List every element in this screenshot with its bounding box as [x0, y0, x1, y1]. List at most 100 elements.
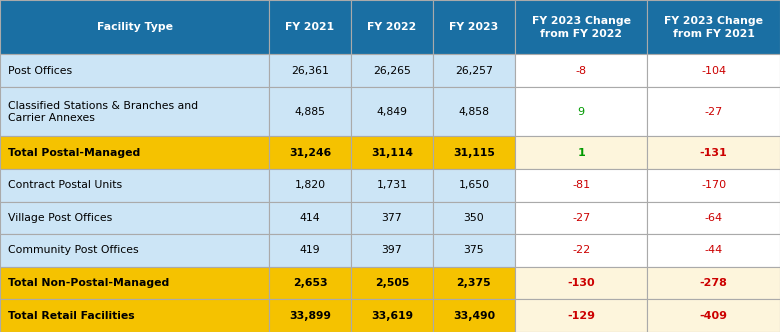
Bar — [433, 54, 515, 87]
Text: 377: 377 — [381, 213, 402, 223]
Bar — [269, 234, 351, 267]
Text: FY 2023: FY 2023 — [449, 22, 498, 32]
Bar — [433, 267, 515, 299]
Bar — [351, 234, 433, 267]
Bar — [433, 169, 515, 202]
Bar — [647, 0, 780, 54]
Text: 4,858: 4,858 — [459, 107, 489, 117]
Text: -104: -104 — [701, 66, 726, 76]
Bar — [515, 169, 647, 202]
Text: -129: -129 — [567, 311, 595, 321]
Text: -409: -409 — [700, 311, 728, 321]
Bar — [647, 136, 780, 169]
Text: 26,257: 26,257 — [455, 66, 493, 76]
Bar — [647, 299, 780, 332]
Text: -44: -44 — [704, 245, 723, 256]
Text: 375: 375 — [463, 245, 484, 256]
Bar — [269, 202, 351, 234]
Bar — [351, 267, 433, 299]
Bar — [515, 299, 647, 332]
Bar — [647, 87, 780, 136]
Bar — [351, 169, 433, 202]
Bar — [351, 299, 433, 332]
Bar — [647, 54, 780, 87]
Text: Contract Postal Units: Contract Postal Units — [8, 180, 122, 190]
Bar — [269, 169, 351, 202]
Text: -27: -27 — [704, 107, 723, 117]
Bar — [0, 87, 269, 136]
Text: -170: -170 — [701, 180, 726, 190]
Text: 33,490: 33,490 — [452, 311, 495, 321]
Bar — [647, 234, 780, 267]
Text: 1,820: 1,820 — [295, 180, 325, 190]
Bar — [0, 54, 269, 87]
Text: Village Post Offices: Village Post Offices — [8, 213, 112, 223]
Text: Total Retail Facilities: Total Retail Facilities — [8, 311, 134, 321]
Bar — [351, 54, 433, 87]
Text: 414: 414 — [300, 213, 321, 223]
Bar — [515, 0, 647, 54]
Bar — [433, 234, 515, 267]
Bar — [351, 136, 433, 169]
Bar — [269, 0, 351, 54]
Bar — [269, 87, 351, 136]
Text: -27: -27 — [572, 213, 590, 223]
Bar — [351, 202, 433, 234]
Text: 1,731: 1,731 — [377, 180, 407, 190]
Text: Post Offices: Post Offices — [8, 66, 72, 76]
Bar — [269, 267, 351, 299]
Text: 31,115: 31,115 — [453, 148, 495, 158]
Text: -130: -130 — [567, 278, 595, 288]
Bar — [515, 54, 647, 87]
Bar — [269, 299, 351, 332]
Bar — [647, 267, 780, 299]
Text: 4,849: 4,849 — [377, 107, 407, 117]
Bar — [515, 87, 647, 136]
Bar — [0, 169, 269, 202]
Text: 419: 419 — [300, 245, 321, 256]
Text: 31,246: 31,246 — [289, 148, 332, 158]
Text: -22: -22 — [572, 245, 590, 256]
Bar — [0, 136, 269, 169]
Bar — [515, 234, 647, 267]
Text: 9: 9 — [577, 107, 585, 117]
Text: Community Post Offices: Community Post Offices — [8, 245, 138, 256]
Bar — [351, 0, 433, 54]
Bar — [647, 169, 780, 202]
Text: -8: -8 — [576, 66, 587, 76]
Text: -64: -64 — [704, 213, 723, 223]
Text: Facility Type: Facility Type — [97, 22, 172, 32]
Text: 2,653: 2,653 — [292, 278, 328, 288]
Bar — [433, 136, 515, 169]
Bar — [647, 202, 780, 234]
Text: 1,650: 1,650 — [459, 180, 489, 190]
Bar — [0, 234, 269, 267]
Bar — [0, 299, 269, 332]
Bar — [0, 267, 269, 299]
Text: -278: -278 — [700, 278, 728, 288]
Bar — [515, 202, 647, 234]
Bar — [269, 54, 351, 87]
Text: FY 2023 Change
from FY 2022: FY 2023 Change from FY 2022 — [532, 16, 630, 39]
Bar — [0, 202, 269, 234]
Bar — [0, 0, 269, 54]
Bar — [515, 267, 647, 299]
Text: FY 2023 Change
from FY 2021: FY 2023 Change from FY 2021 — [665, 16, 763, 39]
Text: -81: -81 — [572, 180, 590, 190]
Bar — [433, 0, 515, 54]
Text: 2,375: 2,375 — [456, 278, 491, 288]
Text: 31,114: 31,114 — [371, 148, 413, 158]
Text: 26,265: 26,265 — [373, 66, 411, 76]
Text: 4,885: 4,885 — [295, 107, 325, 117]
Text: 26,361: 26,361 — [291, 66, 329, 76]
Text: 33,619: 33,619 — [370, 311, 413, 321]
Text: 397: 397 — [381, 245, 402, 256]
Text: Classified Stations & Branches and
Carrier Annexes: Classified Stations & Branches and Carri… — [8, 101, 198, 123]
Bar — [433, 202, 515, 234]
Bar — [515, 136, 647, 169]
Text: 33,899: 33,899 — [289, 311, 331, 321]
Text: Total Non-Postal-Managed: Total Non-Postal-Managed — [8, 278, 169, 288]
Bar — [433, 87, 515, 136]
Text: FY 2022: FY 2022 — [367, 22, 417, 32]
Text: Total Postal-Managed: Total Postal-Managed — [8, 148, 140, 158]
